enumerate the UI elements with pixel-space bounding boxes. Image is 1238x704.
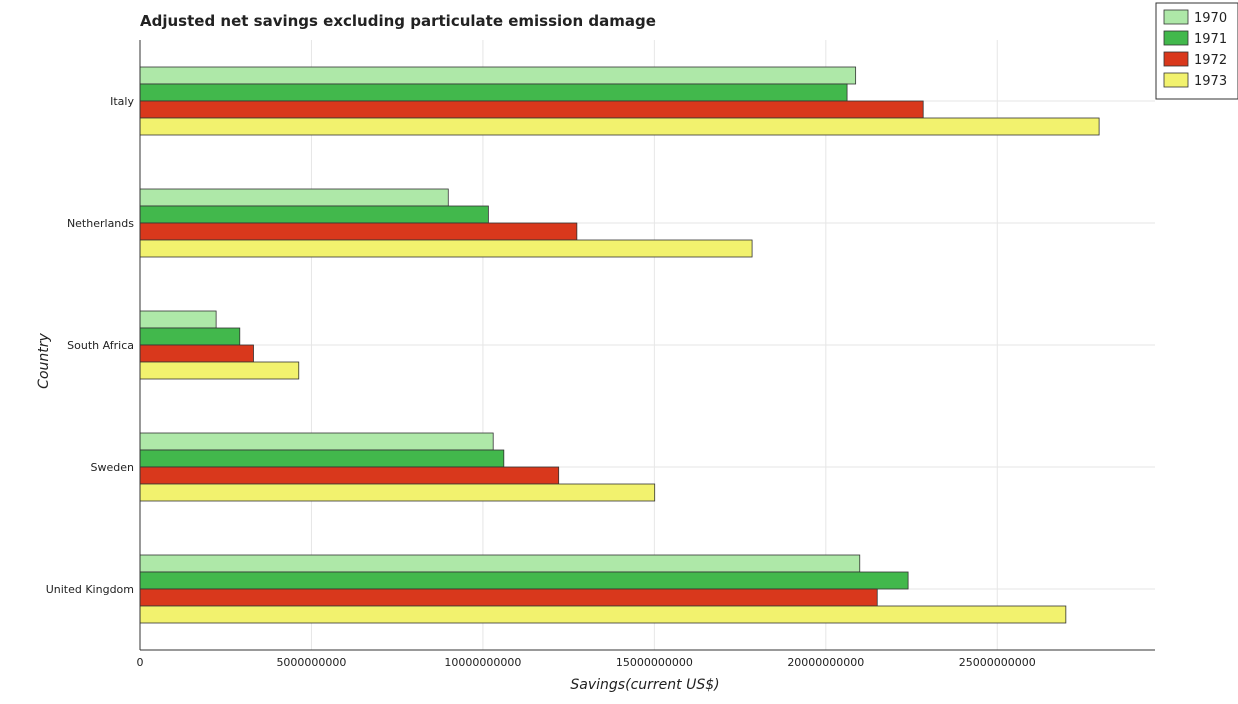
bar-1971-sweden: [139, 449, 505, 468]
bar-1973-united-kingdom: [139, 605, 1067, 624]
legend-swatch-1973: [1163, 72, 1189, 88]
bar-1973-netherlands: [139, 239, 753, 258]
bar-1970-sweden: [139, 432, 494, 451]
legend-label-1973: 1973: [1194, 74, 1227, 89]
y-axis-label: Country: [36, 332, 52, 388]
bar-1972-united-kingdom: [139, 588, 878, 607]
x-tick-label: 5000000000: [276, 656, 346, 669]
bar-1971-netherlands: [139, 205, 489, 224]
legend-swatch-1970: [1163, 9, 1189, 25]
bar-1970-united-kingdom: [139, 554, 861, 573]
y-tick-label: Italy: [110, 95, 134, 108]
y-tick-label: Netherlands: [67, 217, 134, 230]
bar-1971-italy: [139, 83, 848, 102]
legend-label-1972: 1972: [1194, 53, 1227, 68]
legend-swatch-1971: [1163, 30, 1189, 46]
bar-1973-south-africa: [139, 361, 300, 380]
x-tick-label: 25000000000: [959, 656, 1036, 669]
bar-1970-south-africa: [139, 310, 217, 329]
axes: [139, 40, 1155, 651]
legend-swatch-1972: [1163, 51, 1189, 67]
bars: [139, 66, 1100, 624]
legend: 1970 1971 1972 1973: [1155, 2, 1238, 100]
bar-1970-netherlands: [139, 188, 449, 207]
legend-label-1970: 1970: [1194, 11, 1227, 26]
chart-title: Adjusted net savings excluding particula…: [140, 12, 656, 30]
bar-1971-united-kingdom: [139, 571, 909, 590]
x-axis-label: Savings(current US$): [570, 677, 719, 693]
x-tick-label: 0: [137, 656, 144, 669]
bar-1972-sweden: [139, 466, 560, 485]
bar-1972-netherlands: [139, 222, 578, 241]
bar-1973-sweden: [139, 483, 656, 502]
x-tick-label: 20000000000: [787, 656, 864, 669]
x-tick-label: 10000000000: [444, 656, 521, 669]
x-tick-label: 15000000000: [616, 656, 693, 669]
tick-labels: 0 5000000000 10000000000 15000000000 2000000…: [46, 95, 1036, 669]
bar-1973-italy: [139, 117, 1100, 136]
bar-1972-italy: [139, 100, 924, 119]
y-tick-label: United Kingdom: [46, 583, 134, 596]
y-tick-label: South Africa: [67, 339, 134, 352]
bar-1970-italy: [139, 66, 857, 85]
bar-1972-south-africa: [139, 344, 254, 363]
bar-1971-south-africa: [139, 327, 241, 346]
legend-label-1971: 1971: [1194, 32, 1227, 47]
y-tick-label: Sweden: [91, 461, 134, 474]
